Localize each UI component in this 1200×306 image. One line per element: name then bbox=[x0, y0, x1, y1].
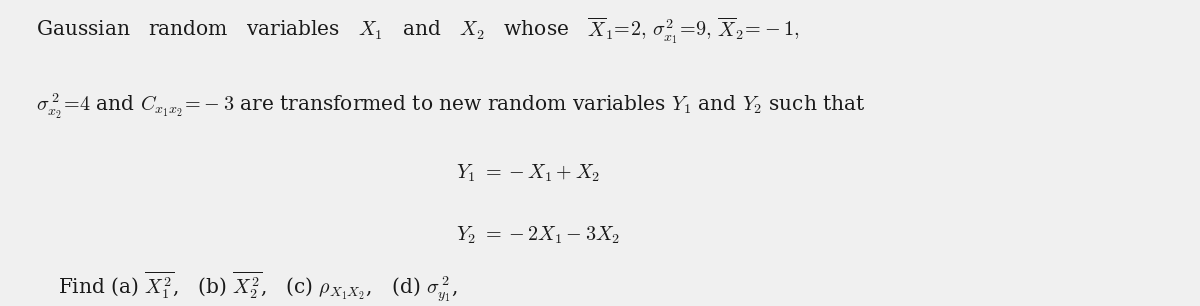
Text: $Y_2\ =-2X_1-3X_2$: $Y_2\ =-2X_1-3X_2$ bbox=[456, 224, 620, 246]
Text: Find (a) $\overline{X_1^{2}}$,   (b) $\overline{X_2^{2}}$,   (c) $\rho_{X_1X_2}$: Find (a) $\overline{X_1^{2}}$, (b) $\ove… bbox=[58, 269, 457, 304]
Text: $Y_1\ =-X_1+X_2$: $Y_1\ =-X_1+X_2$ bbox=[456, 163, 600, 185]
Text: $\sigma_{x_2}^{\,2}\!=\!4$ and $C_{x_1x_2}\!=\!-3$ are transformed to new random: $\sigma_{x_2}^{\,2}\!=\!4$ and $C_{x_1x_… bbox=[36, 92, 865, 121]
Text: Gaussian   random   variables   $X_1$   and   $X_2$   whose   $\overline{X}_1\!=: Gaussian random variables $X_1$ and $X_2… bbox=[36, 16, 799, 46]
